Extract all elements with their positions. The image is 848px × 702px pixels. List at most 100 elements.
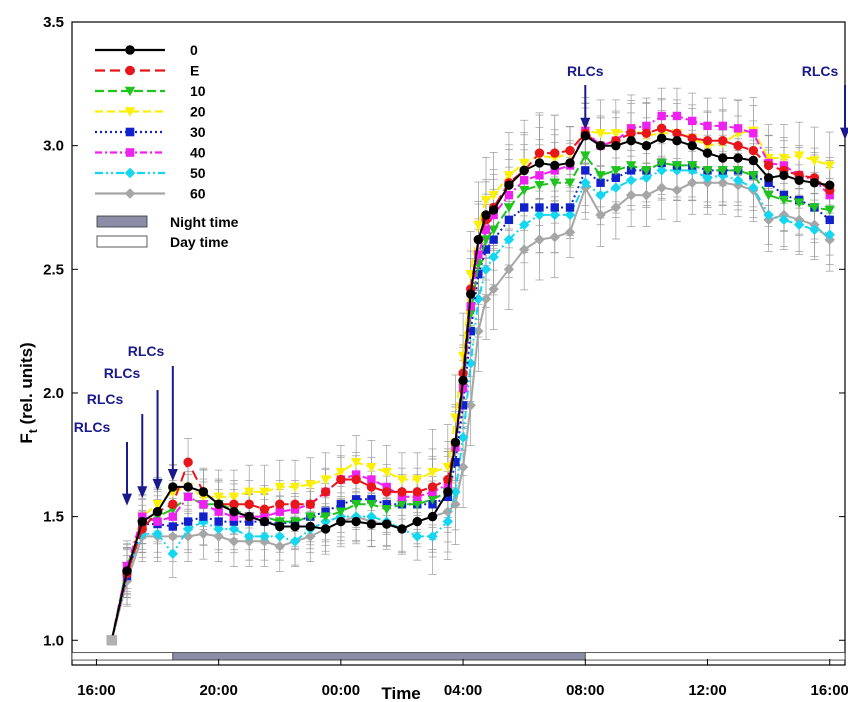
data-point bbox=[412, 531, 423, 542]
data-point bbox=[182, 523, 194, 535]
data-point bbox=[244, 531, 255, 542]
data-point bbox=[671, 184, 683, 196]
data-point bbox=[534, 234, 545, 245]
data-point bbox=[550, 203, 559, 212]
data-point bbox=[428, 487, 437, 497]
data-point bbox=[320, 524, 331, 534]
data-point bbox=[321, 507, 330, 516]
data-point bbox=[534, 158, 545, 168]
data-point bbox=[412, 516, 422, 527]
legend-night-swatch bbox=[96, 215, 148, 228]
legend-label-50: 50 bbox=[190, 165, 206, 181]
data-point bbox=[199, 500, 208, 509]
data-point bbox=[450, 437, 461, 448]
data-point bbox=[518, 158, 530, 169]
data-point bbox=[809, 224, 820, 235]
data-point bbox=[167, 548, 179, 559]
data-point bbox=[626, 124, 636, 133]
y-tick-label: 2.5 bbox=[43, 261, 64, 278]
data-point bbox=[535, 171, 544, 180]
data-point bbox=[213, 492, 224, 503]
data-point bbox=[289, 536, 301, 547]
data-point bbox=[718, 121, 727, 131]
data-point bbox=[518, 185, 530, 196]
data-point bbox=[213, 523, 224, 535]
data-point bbox=[474, 270, 483, 279]
data-point bbox=[564, 227, 576, 238]
data-point bbox=[488, 205, 499, 215]
legend-label-60: 60 bbox=[190, 186, 206, 202]
data-point bbox=[351, 516, 361, 527]
period-bar-segment bbox=[584, 652, 846, 661]
data-point bbox=[535, 203, 544, 212]
data-point bbox=[824, 161, 835, 171]
data-point bbox=[642, 121, 651, 131]
data-point bbox=[549, 178, 560, 188]
data-point bbox=[702, 148, 713, 158]
data-point bbox=[550, 160, 560, 171]
legend-marker-20 bbox=[124, 107, 136, 117]
data-point bbox=[748, 145, 759, 156]
data-point bbox=[465, 358, 476, 369]
data-point bbox=[366, 482, 377, 492]
data-point bbox=[824, 229, 835, 240]
data-point bbox=[625, 161, 637, 171]
data-point bbox=[351, 474, 361, 485]
legend-label-10: 10 bbox=[190, 83, 206, 99]
data-point bbox=[764, 178, 773, 187]
data-point bbox=[351, 495, 361, 504]
series-40 bbox=[106, 111, 834, 646]
series-line-E bbox=[110, 127, 831, 641]
data-point bbox=[382, 482, 391, 492]
data-point bbox=[610, 182, 622, 193]
data-point bbox=[152, 506, 163, 517]
rlc-label: RLCs bbox=[128, 343, 165, 359]
data-point bbox=[763, 160, 774, 171]
data-point bbox=[122, 561, 132, 571]
x-tick-label: 20:00 bbox=[199, 682, 237, 699]
data-point bbox=[793, 151, 805, 161]
data-point bbox=[397, 492, 407, 502]
data-point bbox=[825, 180, 835, 190]
data-point bbox=[794, 175, 804, 185]
data-point bbox=[259, 504, 270, 514]
rlc-label: RLCs bbox=[87, 391, 124, 407]
legend-label-30: 30 bbox=[190, 124, 206, 140]
data-point bbox=[688, 116, 697, 126]
data-point bbox=[289, 482, 301, 493]
data-point bbox=[519, 165, 529, 176]
data-point bbox=[259, 487, 270, 498]
data-point bbox=[672, 136, 682, 146]
data-point bbox=[229, 506, 239, 517]
data-point bbox=[641, 166, 652, 176]
data-point bbox=[480, 235, 492, 245]
data-point bbox=[610, 202, 622, 213]
legend-marker-0 bbox=[125, 45, 135, 55]
data-point bbox=[611, 173, 621, 183]
rlc-label: RLCs bbox=[104, 365, 141, 381]
legend-label-0: 0 bbox=[190, 42, 198, 58]
data-point bbox=[488, 225, 499, 235]
data-point bbox=[138, 512, 147, 521]
data-point bbox=[137, 528, 148, 540]
data-point bbox=[350, 500, 362, 510]
legend-marker-40 bbox=[125, 148, 135, 157]
data-point bbox=[778, 153, 790, 164]
data-point bbox=[213, 499, 224, 509]
series-0 bbox=[106, 131, 835, 646]
legend-label-20: 20 bbox=[190, 104, 206, 120]
data-point bbox=[779, 190, 789, 200]
data-point bbox=[229, 512, 239, 521]
data-point bbox=[106, 635, 117, 646]
period-bar-segment bbox=[71, 652, 174, 661]
data-point bbox=[458, 401, 468, 410]
data-point bbox=[442, 506, 454, 517]
data-point bbox=[778, 214, 790, 226]
data-point bbox=[610, 129, 622, 139]
data-point bbox=[183, 492, 193, 502]
data-point bbox=[550, 166, 559, 175]
data-point bbox=[717, 177, 728, 188]
data-point bbox=[656, 133, 667, 143]
data-point bbox=[504, 180, 514, 190]
data-point bbox=[168, 512, 178, 521]
